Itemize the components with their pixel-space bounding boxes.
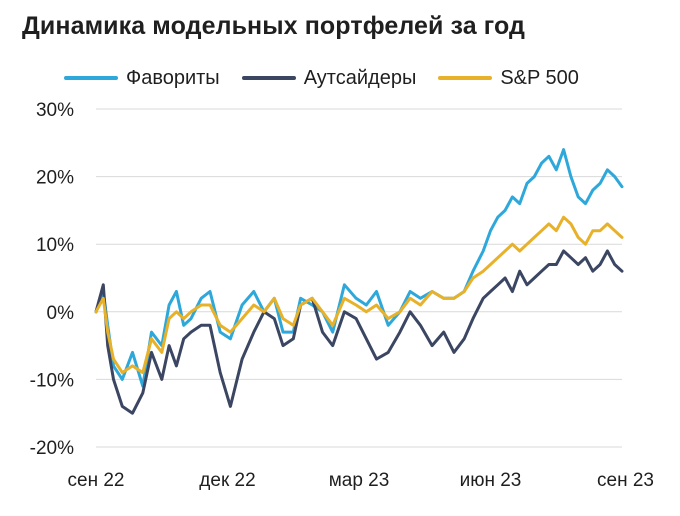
y-tick-label: 0% — [47, 303, 75, 324]
y-tick-label: -20% — [30, 438, 74, 459]
x-tick-label: дек 22 — [199, 470, 255, 491]
legend-item-outsiders: Аутсайдеры — [241, 66, 417, 90]
legend-label-favorites: Фавориты — [126, 66, 220, 89]
series-lines — [94, 148, 624, 415]
legend-swatch-favorites — [64, 76, 118, 80]
legend-swatch-sp500 — [438, 76, 493, 80]
x-tick-label: сен 22 — [68, 470, 125, 491]
x-tick-label: мар 23 — [329, 470, 390, 491]
y-tick-label: -10% — [30, 370, 74, 391]
y-tick-label: 30% — [36, 100, 74, 121]
grid — [96, 108, 622, 448]
y-tick-label: 20% — [36, 168, 74, 189]
y-tick-label: 10% — [36, 235, 74, 256]
x-tick-label: июн 23 — [460, 470, 522, 491]
series-line-favorites — [94, 148, 624, 388]
x-axis-tick-labels: сен 22 дек 22 мар 23 июн 23 сен 23 — [68, 470, 654, 491]
series-line-sp500 — [94, 215, 624, 375]
legend-swatch-outsiders — [241, 76, 296, 80]
legend-item-favorites: Фавориты — [64, 67, 220, 90]
legend-item-sp500: S&P 500 — [438, 67, 579, 90]
legend-label-outsiders: Аутсайдеры — [303, 66, 417, 89]
y-axis-tick-labels: 30% 20% 10% 0% -10% -20% — [30, 100, 74, 459]
legend: Фавориты Аутсайдеры S&P 500 — [64, 64, 601, 92]
series-line-outsiders — [94, 249, 624, 415]
legend-label-sp500: S&P 500 — [500, 66, 579, 89]
x-tick-label: сен 23 — [597, 470, 654, 491]
chart-title: Динамика модельных портфелей за год — [22, 12, 525, 40]
